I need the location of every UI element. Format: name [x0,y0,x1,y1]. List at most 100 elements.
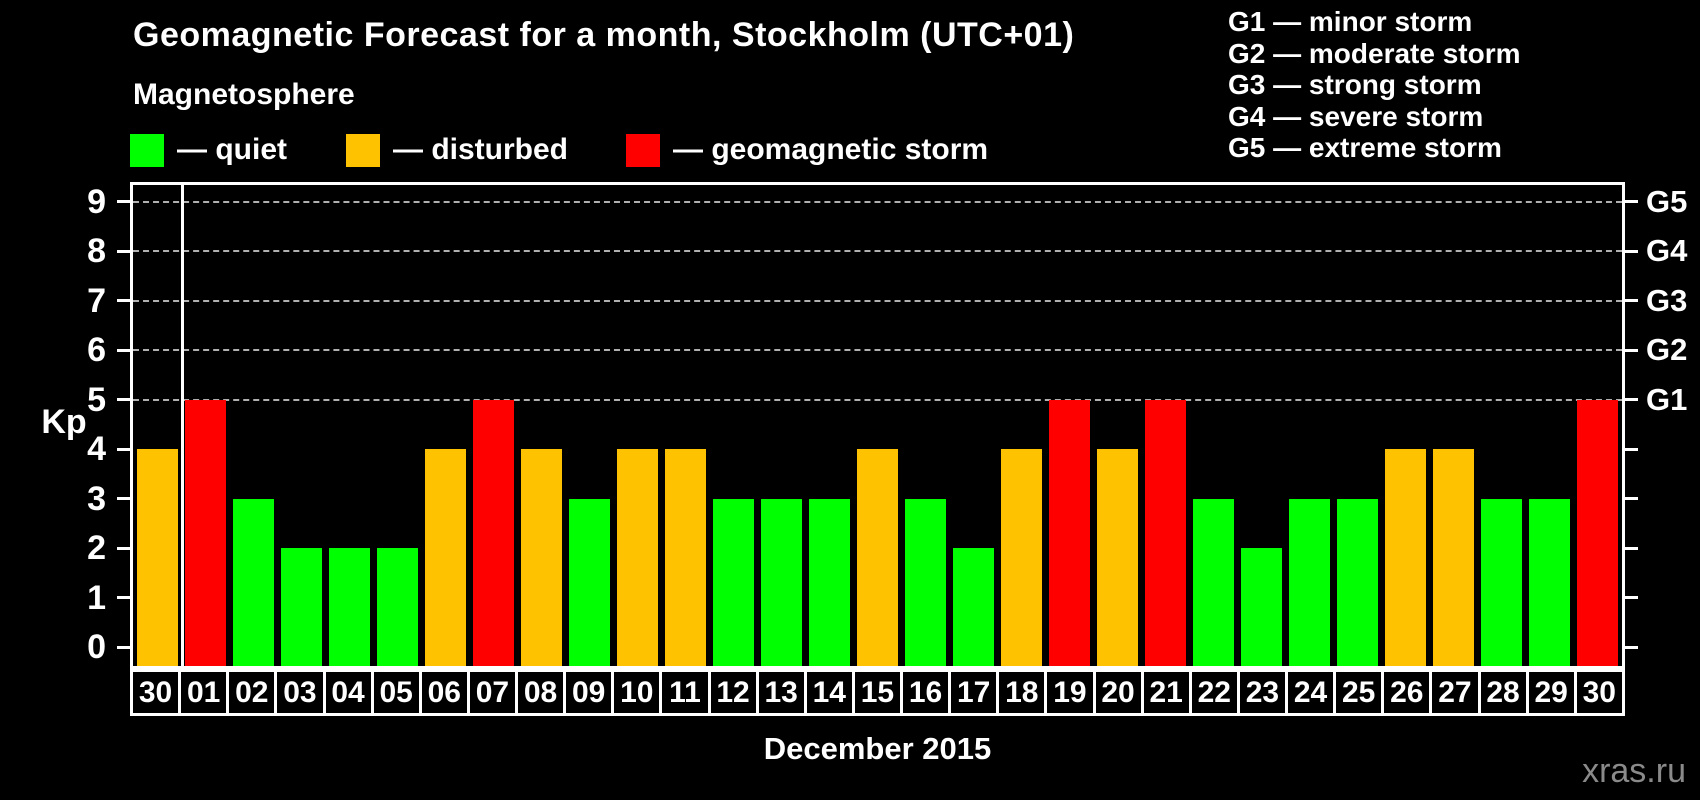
g-axis-label-g5: G5 [1646,183,1688,219]
day-label-14: 14 [803,669,855,716]
day-label-07: 07 [466,669,518,716]
day-label-27: 27 [1429,669,1481,716]
day-label-10: 10 [611,669,663,716]
legend-label-disturbed: — disturbed [393,133,569,166]
y-tick-right-9 [1625,200,1638,203]
bar-day-15 [857,449,898,666]
day-label-29: 29 [1525,669,1577,716]
y-tick-right-1 [1625,596,1638,599]
day-label-04: 04 [322,669,374,716]
day-label-06: 06 [418,669,470,716]
y-tick-right-0 [1625,645,1638,649]
day-label-05: 05 [370,669,422,716]
day-label-18: 18 [996,669,1048,716]
bar-day-25 [1337,498,1379,666]
month-separator-line [181,185,185,666]
g-legend-line-g2: G2 — moderate storm [1228,37,1521,69]
bar-day-18 [1001,449,1043,666]
day-label-12: 12 [707,669,759,716]
day-label-01: 01 [178,669,230,716]
bar-day-03 [280,548,322,666]
g-legend-line-g3: G3 — strong storm [1228,69,1482,100]
day-label-16: 16 [900,669,952,716]
day-label-02: 02 [226,669,278,716]
day-label-13: 13 [755,669,807,716]
y-tick-left-0 [117,645,130,649]
y-tick-right-6 [1625,348,1638,352]
day-label-30: 30 [1573,669,1625,716]
bar-day-10 [616,449,658,666]
bar-day-11 [664,449,706,666]
bar-day-29 [1529,498,1571,666]
day-label-24: 24 [1285,669,1337,716]
y-tick-left-5 [117,398,130,401]
y-tick-label-0: 0 [87,628,106,666]
gridline-kp9 [133,200,1622,203]
y-tick-label-1: 1 [87,578,106,617]
g-legend-line-g4: G4 — severe storm [1228,100,1484,132]
day-label-09: 09 [563,669,615,716]
y-tick-right-8 [1625,249,1638,253]
storm-color-swatch [626,133,660,167]
y-axis-title: Kp [41,403,87,442]
y-tick-right-2 [1625,546,1638,550]
day-label-20: 20 [1092,669,1144,716]
bar-day-06 [424,449,466,666]
y-tick-label-5: 5 [87,380,106,419]
g-legend-line-g1: G1 — minor storm [1228,6,1473,37]
bar-day-05 [376,548,418,666]
chart-title: Geomagnetic Forecast for a month, Stockh… [133,16,1075,54]
bar-day-08 [520,449,562,666]
magnetosphere-label: Magnetosphere [133,78,355,111]
y-tick-label-4: 4 [87,430,106,468]
legend-item-quiet: — quiet [130,132,287,168]
quiet-color-swatch [130,133,164,167]
day-label-25: 25 [1333,669,1385,716]
day-label-23: 23 [1236,669,1288,716]
plot-border [130,182,1625,669]
day-label-19: 19 [1044,669,1096,716]
legend-label-storm: — geomagnetic storm [673,133,989,166]
gridline-kp6 [133,349,1622,351]
y-tick-right-7 [1625,299,1638,302]
bar-day-14 [808,498,850,666]
bar-day-30 [136,449,178,666]
watermark: xras.ru [1582,752,1686,790]
month-caption: December 2015 [763,731,992,766]
bar-day-04 [328,548,370,666]
bar-day-17 [953,548,995,666]
y-tick-right-5 [1625,398,1638,401]
y-tick-left-1 [117,596,130,599]
day-label-17: 17 [948,669,1000,716]
day-label-26: 26 [1381,669,1433,716]
day-label-21: 21 [1140,669,1192,716]
day-label-11: 11 [659,669,711,716]
day-label-30-prev-month: 30 [130,669,182,716]
bar-day-30 [1577,399,1619,666]
day-label-08: 08 [515,669,567,716]
bar-day-07 [472,399,514,666]
legend-label-quiet: — quiet [177,133,287,166]
bar-day-19 [1049,399,1091,666]
bar-day-09 [568,498,610,666]
y-tick-label-3: 3 [87,479,106,518]
gridline-kp8 [133,250,1622,252]
bar-day-13 [760,498,802,666]
y-tick-label-9: 9 [87,182,106,221]
y-tick-left-4 [117,447,130,451]
y-tick-left-8 [117,249,130,253]
bar-day-28 [1481,498,1523,666]
y-tick-label-6: 6 [87,331,106,369]
x-axis-day-labels: 30 01 02 03 04 05 06 07 08 09 10 11 12 13 14 15 16 17 18 19… [130,669,1625,716]
bar-day-27 [1433,449,1475,666]
g-legend-line-g5: G5 — extreme storm [1228,132,1502,163]
g-axis-label-g4: G4 [1646,233,1688,268]
g-axis-label-g3: G3 [1646,282,1688,318]
y-tick-right-3 [1625,497,1638,500]
bar-day-26 [1385,449,1427,666]
day-label-03: 03 [274,669,326,716]
y-tick-left-2 [117,546,130,550]
disturbed-color-swatch [346,133,380,167]
